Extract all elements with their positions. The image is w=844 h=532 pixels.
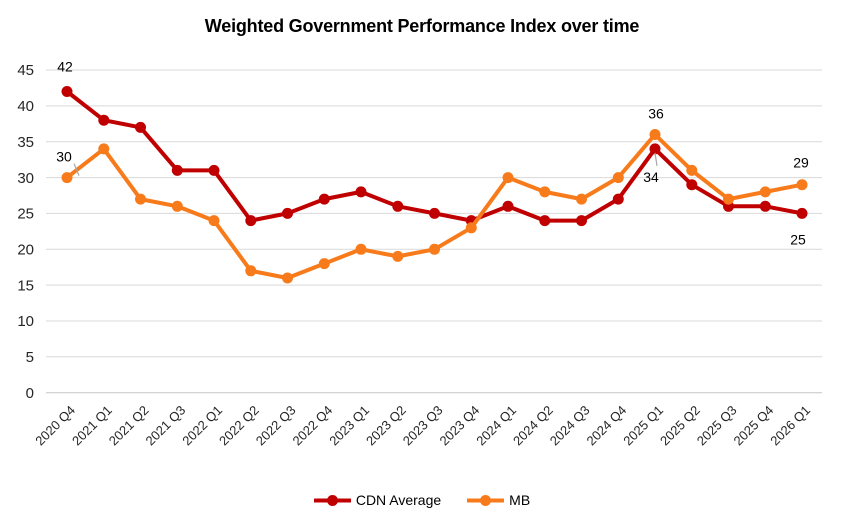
data-point-marker-cdn-average bbox=[318, 193, 330, 205]
data-point-marker-mb bbox=[612, 172, 624, 184]
data-point-marker-cdn-average bbox=[245, 215, 257, 227]
data-point-marker-mb bbox=[208, 215, 220, 227]
data-point-marker-mb bbox=[245, 265, 257, 277]
y-tick-label: 35 bbox=[17, 134, 34, 151]
x-tick-label: 2023 Q3 bbox=[400, 403, 446, 449]
data-point-marker-cdn-average bbox=[539, 215, 551, 227]
x-tick-label: 2023 Q1 bbox=[326, 403, 372, 449]
data-point-marker-mb bbox=[723, 193, 734, 205]
data-point-marker-mb bbox=[98, 143, 110, 155]
y-tick-label: 40 bbox=[17, 98, 34, 115]
x-tick-label: 2025 Q2 bbox=[657, 403, 703, 449]
data-point-marker-mb bbox=[392, 250, 404, 262]
data-point-marker-cdn-average bbox=[796, 207, 808, 219]
y-tick-label: 45 bbox=[17, 62, 34, 79]
x-tick-label: 2021 Q2 bbox=[106, 403, 152, 449]
x-tick-label: 2021 Q3 bbox=[142, 403, 188, 449]
data-point-marker-mb bbox=[649, 129, 661, 140]
data-label: 25 bbox=[790, 231, 806, 247]
x-tick-label: 2020 Q4 bbox=[32, 403, 78, 449]
data-label-leader-line bbox=[73, 163, 80, 176]
data-point-marker-cdn-average bbox=[686, 179, 698, 191]
legend-item-mb: MB bbox=[467, 492, 530, 508]
y-tick-label: 0 bbox=[26, 385, 34, 402]
data-point-marker-cdn-average bbox=[282, 207, 293, 219]
data-point-marker-mb bbox=[759, 186, 771, 198]
y-tick-label: 20 bbox=[17, 242, 34, 259]
x-tick-label: 2024 Q4 bbox=[583, 403, 629, 449]
x-tick-label: 2022 Q3 bbox=[253, 403, 299, 449]
data-point-marker-cdn-average bbox=[649, 143, 661, 155]
data-point-marker-mb bbox=[539, 186, 551, 198]
legend-line-marker-icon bbox=[313, 494, 351, 506]
data-point-marker-cdn-average bbox=[171, 164, 183, 176]
data-point-marker-cdn-average bbox=[392, 200, 404, 212]
data-point-marker-cdn-average bbox=[759, 200, 771, 212]
x-tick-label: 2025 Q4 bbox=[730, 403, 776, 449]
legend-line-marker-icon bbox=[467, 494, 505, 506]
data-point-marker-mb bbox=[576, 193, 587, 205]
x-tick-label: 2024 Q2 bbox=[510, 403, 556, 449]
y-tick-label: 10 bbox=[17, 313, 34, 330]
y-tick-label: 30 bbox=[17, 170, 34, 187]
x-tick-label: 2024 Q3 bbox=[547, 403, 593, 449]
data-point-marker-mb bbox=[171, 200, 183, 212]
x-tick-label: 2023 Q4 bbox=[436, 403, 482, 449]
data-point-marker-mb bbox=[318, 258, 330, 270]
x-tick-label: 2025 Q1 bbox=[620, 403, 666, 449]
data-point-marker-mb bbox=[282, 272, 293, 284]
data-point-marker-mb bbox=[429, 243, 440, 255]
x-tick-label: 2024 Q1 bbox=[473, 403, 519, 449]
x-tick-label: 2026 Q1 bbox=[767, 403, 813, 449]
data-point-marker-mb bbox=[465, 222, 477, 234]
data-point-marker-mb bbox=[61, 172, 73, 184]
legend-item-cdn-average: CDN Average bbox=[313, 492, 442, 508]
legend-label-mb: MB bbox=[509, 492, 531, 508]
data-point-marker-cdn-average bbox=[502, 200, 514, 212]
legend: CDN Average MB bbox=[0, 492, 844, 508]
y-tick-label: 15 bbox=[17, 277, 34, 294]
data-point-marker-cdn-average bbox=[576, 215, 587, 227]
x-tick-label: 2022 Q4 bbox=[289, 403, 335, 449]
data-point-marker-mb bbox=[502, 172, 514, 184]
x-tick-label: 2022 Q2 bbox=[216, 403, 262, 449]
x-tick-label: 2023 Q2 bbox=[363, 403, 409, 449]
data-label: 42 bbox=[57, 59, 73, 75]
data-point-marker-cdn-average bbox=[429, 207, 440, 219]
data-point-marker-mb bbox=[135, 193, 146, 205]
data-label: 34 bbox=[643, 169, 659, 185]
data-label-leader-line bbox=[654, 152, 658, 166]
x-tick-label: 2021 Q1 bbox=[69, 403, 115, 449]
y-tick-label: 5 bbox=[26, 349, 34, 366]
data-label: 36 bbox=[648, 106, 664, 122]
data-point-marker-mb bbox=[355, 243, 367, 255]
legend-label-cdn-average: CDN Average bbox=[355, 492, 442, 508]
data-point-marker-cdn-average bbox=[355, 186, 367, 198]
data-point-marker-cdn-average bbox=[61, 86, 73, 97]
data-point-marker-mb bbox=[796, 179, 808, 191]
data-label: 29 bbox=[793, 155, 809, 171]
data-point-marker-mb bbox=[686, 164, 698, 176]
data-label: 30 bbox=[56, 149, 72, 165]
chart-title: Weighted Government Performance Index ov… bbox=[204, 16, 640, 36]
data-point-marker-cdn-average bbox=[208, 164, 220, 176]
data-point-marker-cdn-average bbox=[98, 114, 110, 126]
data-point-marker-cdn-average bbox=[612, 193, 624, 205]
x-tick-label: 2025 Q3 bbox=[694, 403, 740, 449]
x-tick-label: 2022 Q1 bbox=[179, 403, 225, 449]
y-tick-label: 25 bbox=[17, 206, 34, 223]
data-point-marker-cdn-average bbox=[135, 121, 146, 133]
